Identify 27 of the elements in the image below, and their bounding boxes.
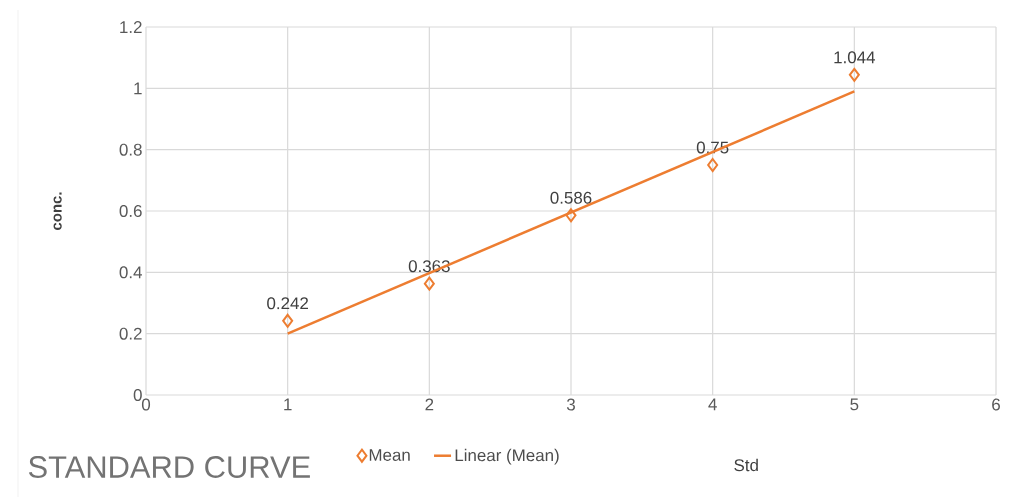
y-tick-label: 1.2 xyxy=(120,21,142,33)
y-tick-label: 0.8 xyxy=(119,143,142,156)
point xyxy=(848,67,860,82)
data-label: 0.242 xyxy=(267,297,308,310)
x-tick-label: 4 xyxy=(708,398,717,411)
x-tick-label: 2 xyxy=(425,398,434,411)
point xyxy=(423,276,435,291)
point xyxy=(707,158,719,172)
y-axis-title: conc. xyxy=(53,192,62,230)
y-tick-label: 0 xyxy=(133,389,142,401)
text: STANDARD CURVE xyxy=(28,456,310,478)
data-label: 1.044 xyxy=(834,51,876,64)
y-tick-label: 0.4 xyxy=(119,266,142,279)
x-tick-label: 3 xyxy=(566,398,575,411)
point xyxy=(565,208,577,223)
text: Std xyxy=(734,458,758,472)
data-label: 0.586 xyxy=(550,191,592,204)
x-tick-label: 6 xyxy=(992,398,1000,411)
y-tick-label: 0.2 xyxy=(119,327,142,340)
x-tick-label: 5 xyxy=(850,398,859,411)
y-tick-label: 1 xyxy=(134,82,142,95)
legend-label: Linear (Mean) xyxy=(455,448,559,465)
legend-label: Mean xyxy=(369,449,410,461)
y-tick-label: 0.6 xyxy=(119,205,142,217)
x-tick-label: 1 xyxy=(284,398,292,411)
x-tick-label: 0 xyxy=(141,398,151,411)
point xyxy=(282,313,294,328)
